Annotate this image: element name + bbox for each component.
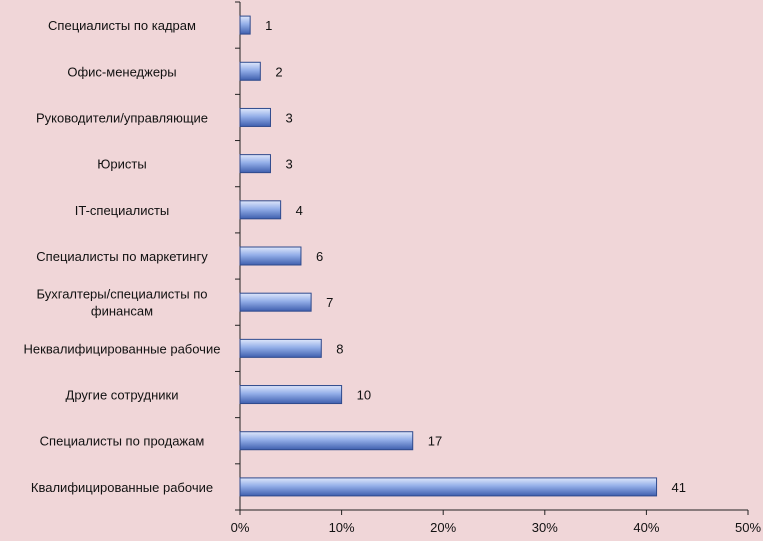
bar-6 bbox=[239, 246, 302, 266]
category-label-line: Другие сотрудники bbox=[66, 388, 179, 403]
data-label: 41 bbox=[672, 480, 686, 495]
bar-2 bbox=[239, 61, 261, 81]
bar-11 bbox=[239, 477, 658, 497]
category-label-line: Квалифицированные рабочие bbox=[31, 480, 213, 495]
data-label: 10 bbox=[357, 388, 371, 403]
data-label: 7 bbox=[326, 295, 333, 310]
category-label: Специалисты по кадрам bbox=[48, 18, 196, 33]
data-label: 2 bbox=[275, 64, 282, 79]
bar-9 bbox=[239, 385, 343, 405]
x-tick-label: 40% bbox=[633, 520, 659, 535]
category-label-line: Офис-менеджеры bbox=[67, 64, 176, 79]
data-label: 3 bbox=[285, 110, 292, 125]
category-label-line: Неквалифицированные рабочие bbox=[24, 341, 221, 356]
category-label: Специалисты по продажам bbox=[40, 434, 205, 449]
category-label: Другие сотрудники bbox=[66, 388, 179, 403]
category-label: Офис-менеджеры bbox=[67, 64, 176, 79]
data-label: 6 bbox=[316, 249, 323, 264]
category-label-line: Специалисты по кадрам bbox=[48, 18, 196, 33]
bar-7 bbox=[239, 292, 312, 312]
labels: 0% 10% 20% 30% 40% 50% 1 Специалисты по кадрам 2… bbox=[24, 18, 762, 535]
bar-4 bbox=[239, 154, 271, 174]
data-label: 1 bbox=[265, 18, 272, 33]
x-tick-label: 0% bbox=[231, 520, 250, 535]
x-tick-label: 10% bbox=[329, 520, 355, 535]
bar-3 bbox=[239, 107, 271, 127]
category-label-line: Специалисты по маркетингу bbox=[36, 249, 208, 264]
data-label: 3 bbox=[285, 157, 292, 172]
x-tick-label: 50% bbox=[735, 520, 761, 535]
category-label-line: IT-специалисты bbox=[75, 203, 170, 218]
category-label: Квалифицированные рабочие bbox=[31, 480, 213, 495]
category-label: Бухгалтеры/специалисты по финансам bbox=[37, 287, 208, 319]
category-label-line: Специалисты по продажам bbox=[40, 434, 205, 449]
category-label-line: Бухгалтеры/специалисты по bbox=[37, 287, 208, 302]
category-label-line: Руководители/управляющие bbox=[36, 110, 208, 125]
category-label-line: финансам bbox=[91, 304, 153, 319]
data-label: 4 bbox=[296, 203, 303, 218]
category-label: Неквалифицированные рабочие bbox=[24, 341, 221, 356]
bar-10 bbox=[239, 431, 414, 451]
category-label: IT-специалисты bbox=[75, 203, 170, 218]
bar-1 bbox=[239, 15, 251, 35]
category-label: Юристы bbox=[97, 157, 146, 172]
category-label: Специалисты по маркетингу bbox=[36, 249, 208, 264]
bar-5 bbox=[239, 200, 282, 220]
category-label: Руководители/управляющие bbox=[36, 110, 208, 125]
data-label: 17 bbox=[428, 434, 442, 449]
x-tick-label: 20% bbox=[430, 520, 456, 535]
x-tick-label: 30% bbox=[532, 520, 558, 535]
bar-8 bbox=[239, 338, 322, 358]
bars bbox=[239, 15, 658, 497]
data-label: 8 bbox=[336, 341, 343, 356]
category-label-line: Юристы bbox=[97, 157, 146, 172]
